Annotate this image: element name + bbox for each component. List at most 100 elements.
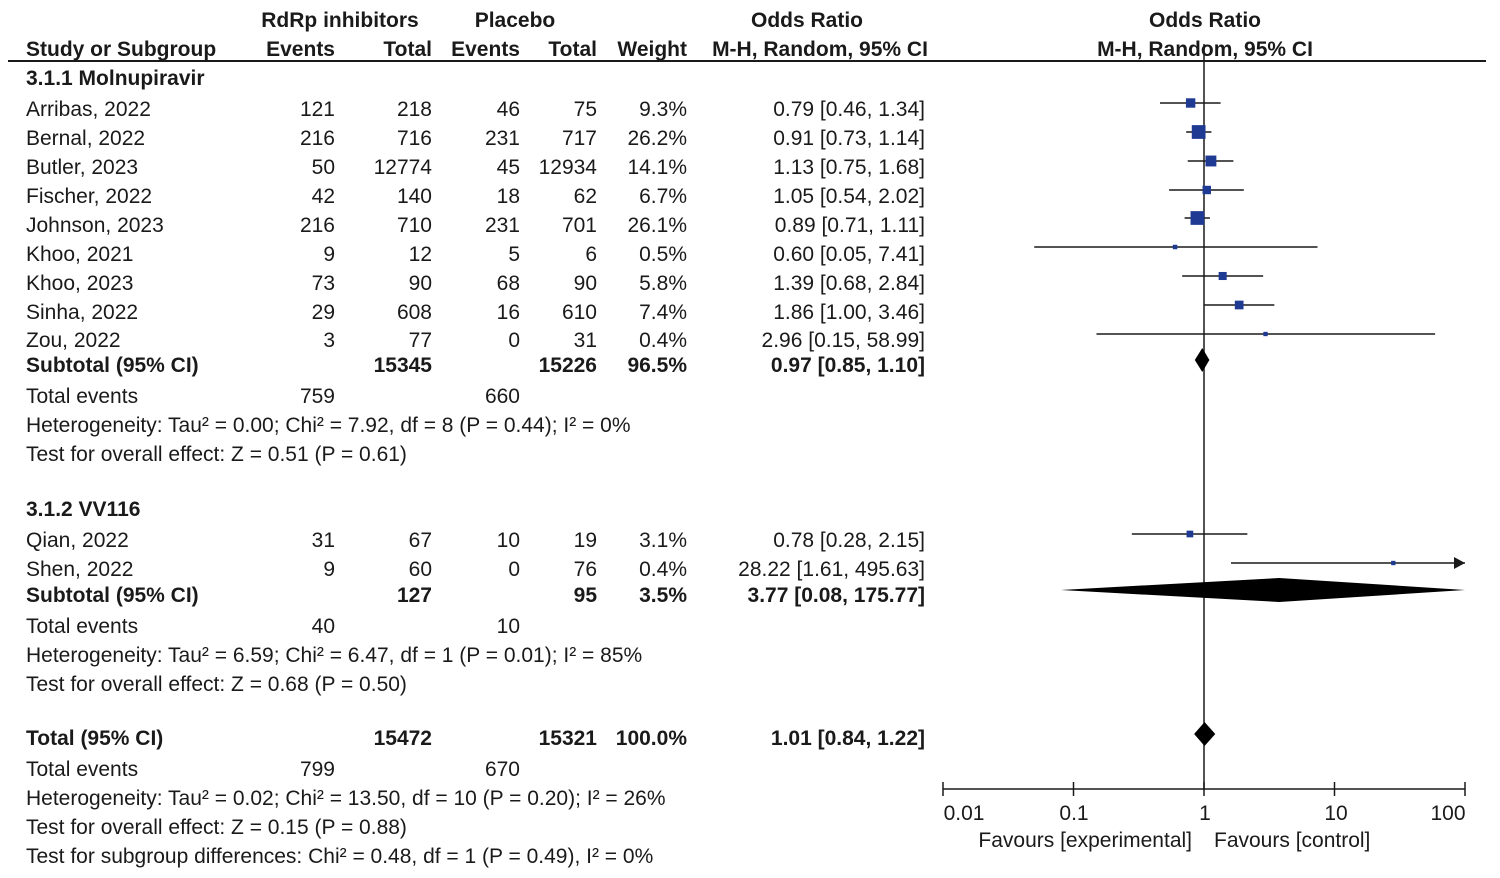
subgroup-title: 3.1.1 Molnupiravir [26, 67, 205, 90]
events-exp: 29 [311, 301, 335, 324]
tick-label: 1 [1199, 802, 1211, 825]
study-name: Shen, 2022 [26, 558, 134, 581]
overall-effect-text: Test for overall effect: Z = 0.15 (P = 0… [26, 816, 407, 839]
favours-experimental: Favours [experimental] [978, 829, 1192, 852]
tick-label: 100 [1430, 802, 1466, 825]
subtotal-weight: 96.5% [627, 354, 687, 377]
total-exp: 608 [396, 301, 432, 324]
total-events-ctl: 670 [484, 758, 520, 781]
or-ci: 2.96 [0.15, 58.99] [761, 329, 925, 352]
heterogeneity-text: Heterogeneity: Tau² = 6.59; Chi² = 6.47,… [26, 644, 643, 667]
study-square [1172, 244, 1178, 250]
col-total-exp: Total [383, 38, 432, 61]
study-square [1191, 125, 1206, 139]
total-ctl: 6 [585, 243, 597, 266]
group-header-experimental: RdRp inhibitors [261, 9, 419, 32]
events-exp: 121 [299, 98, 335, 121]
subtotal-ci: 0.97 [0.85, 1.10] [770, 354, 925, 377]
events-ctl: 18 [496, 185, 520, 208]
events-exp: 42 [311, 185, 335, 208]
or-ci: 1.13 [0.75, 1.68] [773, 156, 925, 179]
total-events-exp: 40 [311, 615, 335, 638]
or-ci: 28.22 [1.61, 495.63] [738, 558, 925, 581]
events-exp: 9 [323, 243, 335, 266]
study-square [1234, 300, 1244, 310]
study-name: Zou, 2022 [26, 329, 121, 352]
study-name: Butler, 2023 [26, 156, 139, 179]
total-ctl: 717 [561, 127, 597, 150]
total-ci: 1.01 [0.84, 1.22] [770, 727, 925, 750]
plot-or-header: Odds Ratio [1148, 9, 1261, 32]
total-ctl: 31 [573, 329, 597, 352]
weight: 6.7% [639, 185, 687, 208]
study-square [1391, 560, 1396, 566]
events-ctl: 46 [496, 98, 520, 121]
total-events-ctl: 660 [484, 385, 520, 408]
or-ci: 0.78 [0.28, 2.15] [773, 529, 925, 552]
total-ctl: 610 [561, 301, 597, 324]
events-exp: 50 [311, 156, 335, 179]
study-square [1205, 155, 1217, 167]
study-square [1185, 98, 1196, 108]
or-ci: 1.05 [0.54, 2.02] [773, 185, 925, 208]
subgroup-title: 3.1.2 VV116 [26, 498, 141, 521]
events-ctl: 68 [496, 272, 520, 295]
total-exp: 12774 [373, 156, 432, 179]
weight: 14.1% [627, 156, 687, 179]
total-events-exp: 759 [299, 385, 335, 408]
events-ctl: 5 [508, 243, 520, 266]
study-square [1190, 211, 1205, 225]
study-name: Johnson, 2023 [26, 214, 164, 237]
study-name: Arribas, 2022 [26, 98, 151, 121]
col-method: M-H, Random, 95% CI [712, 38, 928, 61]
total-events-ctl: 10 [496, 615, 520, 638]
weight: 26.1% [627, 214, 687, 237]
total-exp: 710 [396, 214, 432, 237]
subgroup-differences-text: Test for subgroup differences: Chi² = 0.… [26, 845, 654, 868]
events-ctl: 231 [484, 214, 520, 237]
total-events-label: Total events [26, 615, 139, 638]
or-header: Odds Ratio [750, 9, 863, 32]
or-ci: 0.79 [0.46, 1.34] [773, 98, 925, 121]
weight: 0.4% [639, 329, 687, 352]
col-weight: Weight [617, 38, 687, 61]
tick-label: 0.01 [943, 802, 985, 825]
col-study: Study or Subgroup [26, 38, 217, 61]
events-exp: 73 [311, 272, 335, 295]
events-exp: 9 [323, 558, 335, 581]
study-name: Sinha, 2022 [26, 301, 139, 324]
events-exp: 216 [299, 214, 335, 237]
tick-label: 0.1 [1059, 802, 1089, 825]
total-total-ctl: 15321 [538, 727, 597, 750]
events-ctl: 231 [484, 127, 520, 150]
weight: 3.1% [639, 529, 687, 552]
events-exp: 3 [323, 329, 335, 352]
events-exp: 31 [311, 529, 335, 552]
total-ctl: 12934 [538, 156, 597, 179]
heterogeneity-text: Heterogeneity: Tau² = 0.00; Chi² = 7.92,… [26, 414, 631, 437]
plot-method: M-H, Random, 95% CI [1097, 38, 1313, 61]
total-exp: 218 [396, 98, 432, 121]
study-name: Qian, 2022 [26, 529, 129, 552]
or-ci: 0.60 [0.05, 7.41] [773, 243, 925, 266]
study-square [1186, 530, 1194, 538]
or-ci: 0.89 [0.71, 1.11] [774, 214, 925, 237]
total-ctl: 75 [573, 98, 597, 121]
subtotal-total-exp: 127 [396, 584, 432, 607]
weight: 7.4% [639, 301, 687, 324]
overall-effect-text: Test for overall effect: Z = 0.68 (P = 0… [26, 673, 407, 696]
subtotal-total-ctl: 15226 [538, 354, 597, 377]
subtotal-total-ctl: 95 [573, 584, 597, 607]
summary-diamond [1194, 348, 1210, 372]
favours-control: Favours [control] [1214, 829, 1371, 852]
total-ctl: 701 [561, 214, 597, 237]
header-divider [8, 60, 1486, 62]
total-events-label: Total events [26, 385, 139, 408]
weight: 26.2% [627, 127, 687, 150]
col-events-ctl: Events [451, 38, 520, 61]
events-ctl: 16 [496, 301, 520, 324]
events-ctl: 0 [508, 329, 520, 352]
col-total-ctl: Total [548, 38, 597, 61]
subtotal-label: Subtotal (95% CI) [26, 584, 199, 607]
